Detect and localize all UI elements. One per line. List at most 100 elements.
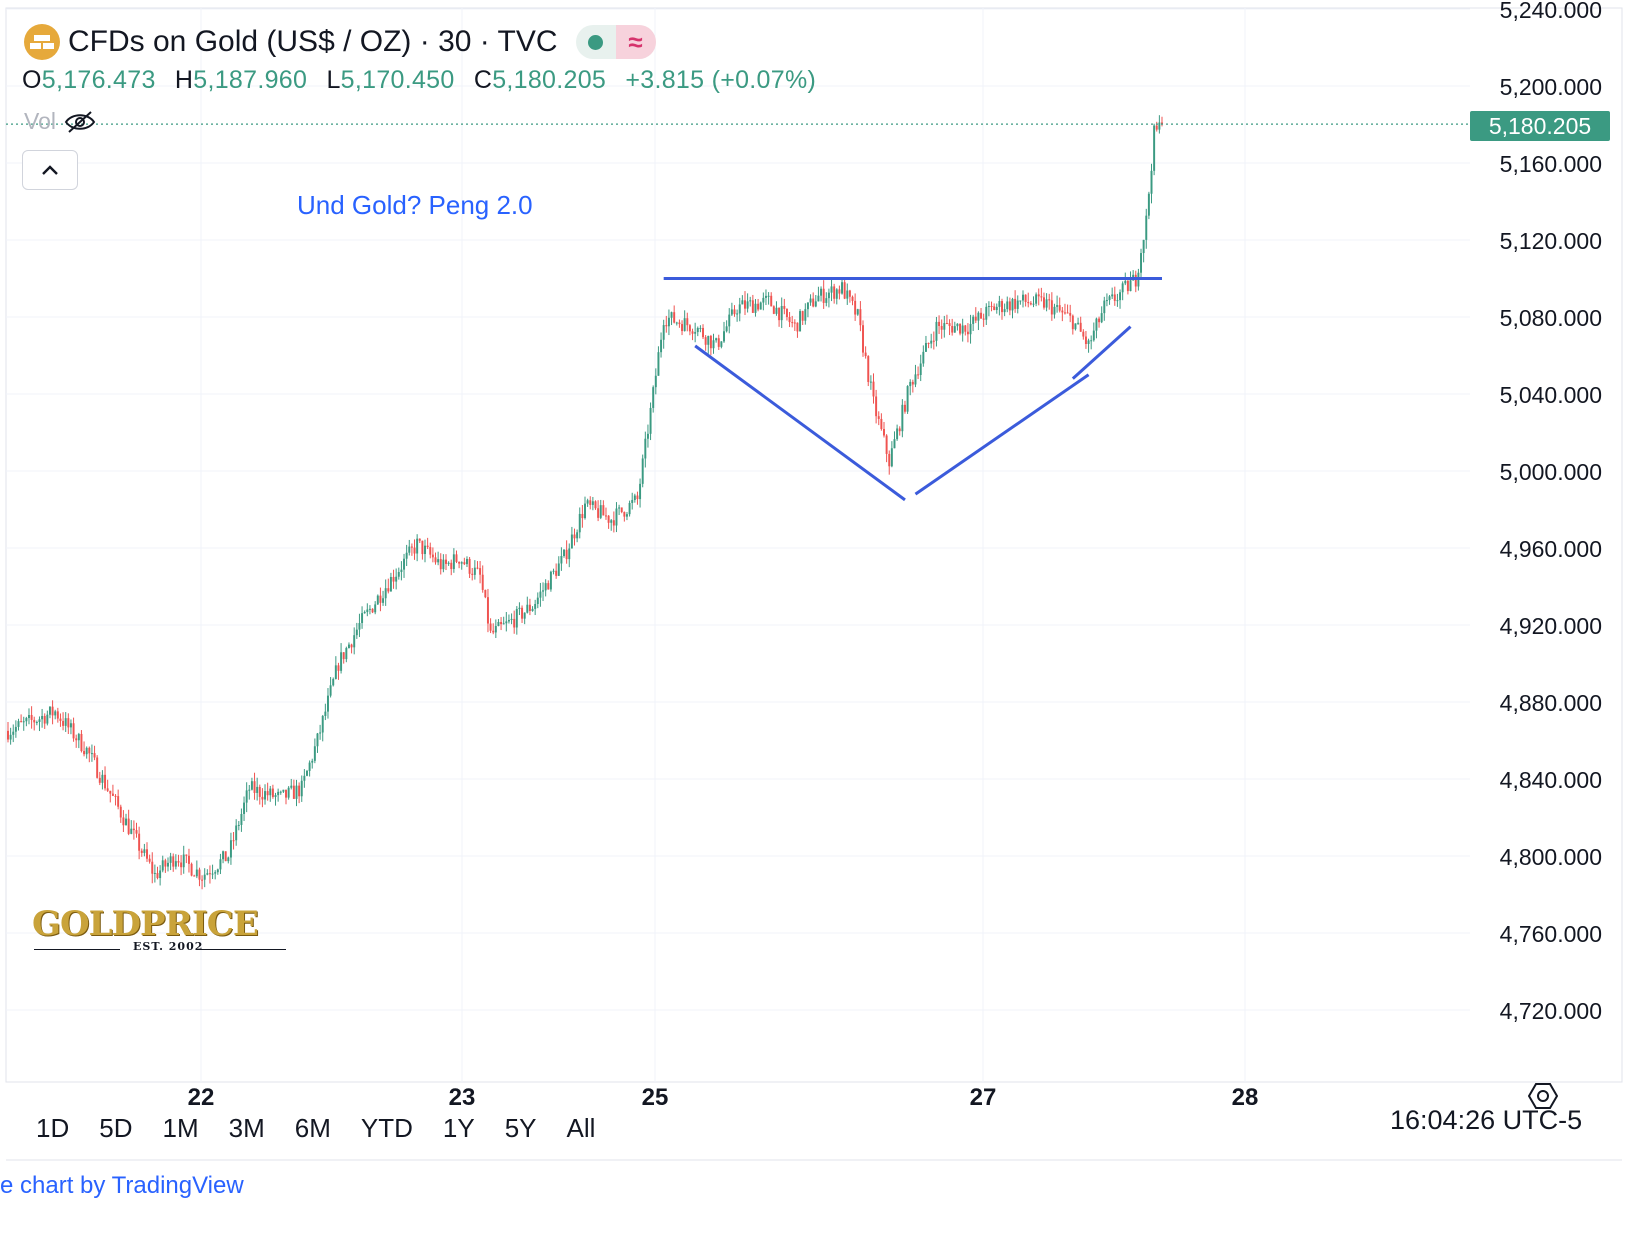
candle-body: [138, 833, 141, 851]
candle-body: [114, 795, 117, 797]
range-5d-button[interactable]: 5D: [99, 1112, 133, 1143]
market-status-pill[interactable]: ≈: [575, 25, 656, 59]
candle-body: [744, 300, 746, 309]
candle-body: [922, 351, 925, 364]
candle-body: [1008, 301, 1011, 311]
eye-off-icon[interactable]: [64, 110, 96, 134]
candle-body: [796, 322, 799, 332]
candle-body: [500, 621, 503, 625]
candle-body: [1098, 318, 1101, 323]
candle-body: [759, 302, 762, 310]
candle-body: [198, 869, 201, 880]
candle-body: [696, 328, 699, 333]
candle-body: [376, 595, 379, 605]
candle-body: [190, 863, 193, 876]
candle-body: [492, 630, 495, 633]
candle-body: [1024, 294, 1027, 302]
approx-icon[interactable]: ≈: [615, 25, 656, 59]
candle-body: [943, 323, 946, 330]
collapse-legend-button[interactable]: [22, 150, 78, 190]
candle-body: [867, 356, 870, 382]
candle-body: [264, 791, 267, 800]
candle-body: [329, 685, 332, 696]
candle-body: [17, 721, 20, 727]
live-dot-icon: [588, 34, 604, 50]
candle-body: [709, 335, 712, 349]
pattern-trendline[interactable]: [914, 373, 1090, 496]
candle-body: [253, 781, 256, 793]
candle-body: [75, 738, 78, 741]
y-tick-label: 4,920.000: [1500, 613, 1602, 639]
candle-body: [919, 363, 922, 375]
candle-body: [1087, 340, 1090, 344]
candle-body: [164, 860, 167, 867]
candle-body: [728, 314, 731, 327]
range-6m-button[interactable]: 6M: [294, 1112, 331, 1143]
candle-body: [993, 306, 996, 311]
candle-body: [12, 731, 15, 735]
candle-body: [395, 576, 398, 582]
candle-body: [521, 607, 524, 619]
candle-body: [353, 635, 356, 648]
candle-body: [368, 608, 371, 610]
candle-body: [890, 448, 893, 467]
range-1y-button[interactable]: 1Y: [442, 1112, 475, 1143]
pattern-trendline[interactable]: [1071, 325, 1132, 380]
candle-body: [300, 780, 303, 797]
candle-body: [578, 513, 581, 533]
range-1m-button[interactable]: 1M: [162, 1112, 199, 1143]
settings-icon[interactable]: [1528, 1081, 1558, 1111]
candle-body: [1022, 294, 1024, 301]
candle-body: [156, 872, 159, 879]
range-5y-button[interactable]: 5Y: [504, 1112, 537, 1143]
candle-body: [646, 433, 649, 439]
candle-body: [570, 534, 573, 549]
candle-body: [85, 747, 88, 755]
candle-body: [911, 381, 914, 385]
candle-body: [1029, 303, 1032, 305]
candle-body: [308, 762, 311, 771]
pattern-trendline[interactable]: [694, 344, 906, 502]
candle-body: [203, 874, 206, 880]
candle-body: [736, 313, 739, 315]
candle-body: [563, 549, 566, 557]
candle-body: [584, 503, 586, 519]
candle-body: [1069, 312, 1072, 316]
market-open-indicator[interactable]: [576, 25, 616, 59]
candle-body: [909, 381, 912, 387]
candle-body: [355, 629, 358, 636]
symbol-title[interactable]: CFDs on Gold (US$ / OZ) · 30 · TVC: [68, 25, 558, 58]
chart-annotation[interactable]: Und Gold? Peng 2.0: [297, 190, 533, 220]
range-3m-button[interactable]: 3M: [228, 1112, 265, 1143]
candle-body: [888, 453, 891, 467]
candle-body: [1014, 298, 1017, 309]
candle-body: [59, 718, 62, 721]
candle-body: [146, 849, 148, 859]
y-tick-label: 4,800.000: [1500, 844, 1602, 870]
tradingview-attribution[interactable]: e chart by TradingView: [0, 1172, 244, 1199]
candle-body: [109, 790, 112, 794]
y-tick-label: 5,240.000: [1500, 0, 1602, 23]
candle-body: [507, 619, 510, 622]
candle-body: [1161, 122, 1163, 125]
y-tick-label: 5,000.000: [1500, 459, 1602, 485]
range-all-button[interactable]: All: [566, 1112, 596, 1143]
candle-body: [337, 665, 340, 671]
candle-body: [544, 583, 547, 591]
candle-body: [371, 608, 374, 613]
time-zone-clock[interactable]: 16:04:26 UTC-5: [1390, 1105, 1583, 1135]
candle-body: [243, 802, 246, 814]
candle-body: [447, 562, 450, 564]
range-1d-button[interactable]: 1D: [36, 1112, 70, 1143]
candle-body: [484, 589, 487, 598]
candle-body: [439, 559, 442, 570]
volume-legend[interactable]: Vol: [24, 108, 96, 135]
x-tick-label: 25: [642, 1084, 669, 1111]
y-tick-label: 4,720.000: [1500, 998, 1602, 1024]
candle-body: [106, 788, 109, 791]
range-ytd-button[interactable]: YTD: [360, 1112, 413, 1143]
candle-body: [945, 323, 948, 325]
candle-body: [1011, 298, 1014, 311]
candle-body: [135, 830, 138, 834]
